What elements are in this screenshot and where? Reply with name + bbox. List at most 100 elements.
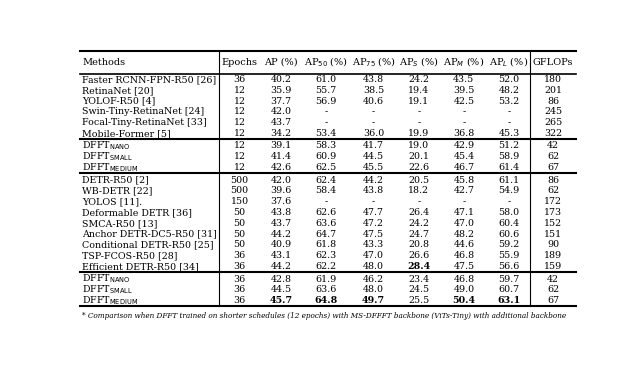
Text: 61.4: 61.4 (499, 163, 520, 172)
Text: TSP-FCOS-R50 [28]: TSP-FCOS-R50 [28] (83, 251, 178, 260)
Text: 47.1: 47.1 (453, 208, 474, 217)
Text: 44.5: 44.5 (363, 152, 384, 161)
Text: 62.5: 62.5 (316, 163, 337, 172)
Text: 61.1: 61.1 (499, 176, 520, 184)
Text: WB-DETR [22]: WB-DETR [22] (83, 186, 153, 195)
Text: 59.2: 59.2 (499, 240, 520, 249)
Text: Mobile-Former [5]: Mobile-Former [5] (83, 129, 172, 138)
Text: AP$_M$ (%): AP$_M$ (%) (444, 56, 484, 69)
Text: Epochs: Epochs (221, 58, 257, 67)
Text: 44.5: 44.5 (271, 285, 292, 294)
Text: 43.8: 43.8 (363, 186, 384, 195)
Text: 63.6: 63.6 (316, 219, 337, 228)
Text: 23.4: 23.4 (408, 274, 429, 284)
Text: -: - (417, 197, 420, 206)
Text: 44.2: 44.2 (271, 229, 292, 239)
Text: 36: 36 (234, 285, 246, 294)
Text: 48.0: 48.0 (363, 285, 384, 294)
Text: 265: 265 (544, 118, 563, 127)
Text: 173: 173 (544, 208, 562, 217)
Text: 12: 12 (234, 163, 246, 172)
Text: 47.5: 47.5 (453, 262, 474, 271)
Text: Methods: Methods (83, 58, 125, 67)
Text: 43.8: 43.8 (363, 75, 384, 84)
Text: 36.0: 36.0 (363, 129, 384, 138)
Text: 43.7: 43.7 (271, 118, 292, 127)
Text: 26.4: 26.4 (408, 208, 429, 217)
Text: 67: 67 (547, 296, 559, 305)
Text: 47.0: 47.0 (453, 219, 474, 228)
Text: 44.2: 44.2 (363, 176, 384, 184)
Text: 58.9: 58.9 (499, 152, 520, 161)
Text: 60.7: 60.7 (499, 285, 520, 294)
Text: 58.4: 58.4 (316, 186, 337, 195)
Text: 42.0: 42.0 (271, 107, 292, 116)
Text: 50: 50 (234, 208, 246, 217)
Text: AP$_{75}$ (%): AP$_{75}$ (%) (351, 56, 396, 69)
Text: 45.7: 45.7 (269, 296, 292, 305)
Text: * Comparison when DFFT trained on shorter schedules (12 epochs) with MS-DFFFT ba: * Comparison when DFFT trained on shorte… (83, 311, 566, 320)
Text: 43.7: 43.7 (271, 219, 292, 228)
Text: 61.8: 61.8 (316, 240, 337, 249)
Text: 60.4: 60.4 (499, 219, 520, 228)
Text: 19.9: 19.9 (408, 129, 429, 138)
Text: 44.6: 44.6 (453, 240, 474, 249)
Text: 500: 500 (230, 176, 249, 184)
Text: -: - (324, 107, 328, 116)
Text: 24.5: 24.5 (408, 285, 429, 294)
Text: 26.6: 26.6 (408, 251, 429, 260)
Text: 20.5: 20.5 (408, 176, 429, 184)
Text: 43.5: 43.5 (453, 75, 474, 84)
Text: 47.7: 47.7 (363, 208, 384, 217)
Text: 62.6: 62.6 (316, 208, 337, 217)
Text: 63.1: 63.1 (497, 296, 520, 305)
Text: 62.2: 62.2 (316, 262, 337, 271)
Text: 61.9: 61.9 (316, 274, 337, 284)
Text: DFFT$_{\mathrm{NANO}}$: DFFT$_{\mathrm{NANO}}$ (83, 140, 131, 152)
Text: 43.3: 43.3 (363, 240, 384, 249)
Text: 180: 180 (544, 75, 562, 84)
Text: Focal-Tiny-RetinaNet [33]: Focal-Tiny-RetinaNet [33] (83, 118, 207, 127)
Text: DFFT$_{\mathrm{MEDIUM}}$: DFFT$_{\mathrm{MEDIUM}}$ (83, 294, 139, 307)
Text: 12: 12 (234, 142, 246, 150)
Text: AP$_S$ (%): AP$_S$ (%) (399, 56, 438, 69)
Text: 47.2: 47.2 (363, 219, 384, 228)
Text: 46.2: 46.2 (363, 274, 384, 284)
Text: SMCA-R50 [13]: SMCA-R50 [13] (83, 219, 158, 228)
Text: YOLOF-R50 [4]: YOLOF-R50 [4] (83, 97, 156, 105)
Text: AP (%): AP (%) (264, 58, 298, 67)
Text: 46.8: 46.8 (453, 274, 474, 284)
Text: 19.0: 19.0 (408, 142, 429, 150)
Text: 37.7: 37.7 (271, 97, 292, 105)
Text: 24.2: 24.2 (408, 219, 429, 228)
Text: 59.7: 59.7 (499, 274, 520, 284)
Text: 40.9: 40.9 (271, 240, 292, 249)
Text: 56.9: 56.9 (316, 97, 337, 105)
Text: -: - (508, 107, 511, 116)
Text: 37.6: 37.6 (271, 197, 292, 206)
Text: 19.4: 19.4 (408, 86, 429, 95)
Text: 64.7: 64.7 (316, 229, 337, 239)
Text: -: - (417, 107, 420, 116)
Text: 52.0: 52.0 (499, 75, 520, 84)
Text: 53.4: 53.4 (316, 129, 337, 138)
Text: AP$_{50}$ (%): AP$_{50}$ (%) (304, 56, 348, 69)
Text: 58.3: 58.3 (316, 142, 337, 150)
Text: 22.6: 22.6 (408, 163, 429, 172)
Text: 53.2: 53.2 (499, 97, 520, 105)
Text: -: - (462, 107, 465, 116)
Text: 42: 42 (547, 274, 559, 284)
Text: -: - (372, 118, 375, 127)
Text: 50: 50 (234, 219, 246, 228)
Text: -: - (372, 197, 375, 206)
Text: 36: 36 (234, 296, 246, 305)
Text: 55.9: 55.9 (499, 251, 520, 260)
Text: 43.1: 43.1 (271, 251, 292, 260)
Text: 51.2: 51.2 (499, 142, 520, 150)
Text: 24.7: 24.7 (408, 229, 429, 239)
Text: 42.0: 42.0 (271, 176, 292, 184)
Text: 12: 12 (234, 118, 246, 127)
Text: 86: 86 (547, 176, 559, 184)
Text: 41.7: 41.7 (363, 142, 384, 150)
Text: 64.8: 64.8 (315, 296, 338, 305)
